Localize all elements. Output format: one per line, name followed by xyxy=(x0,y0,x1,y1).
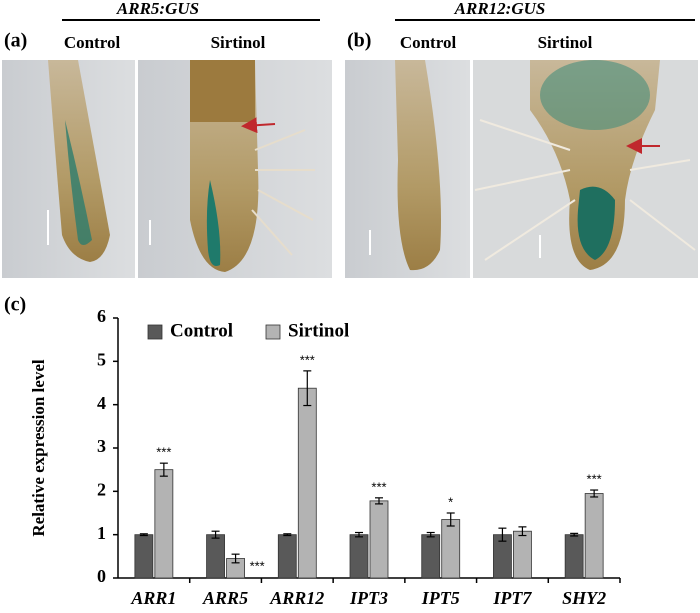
bar xyxy=(369,500,389,579)
panel-label: (b) xyxy=(347,30,371,52)
x-tick-label: ARR1 xyxy=(130,588,176,608)
bar xyxy=(134,534,154,579)
significance-label: *** xyxy=(371,479,386,494)
x-tick-label: IPT7 xyxy=(492,588,532,608)
column-label: Control xyxy=(400,33,457,52)
y-tick-label: 5 xyxy=(97,349,106,369)
y-tick-label: 2 xyxy=(97,479,106,499)
significance-label: *** xyxy=(300,352,315,367)
panel-label: (c) xyxy=(4,294,26,316)
significance-label: *** xyxy=(250,558,265,573)
y-tick-label: 6 xyxy=(97,306,106,326)
legend-label: Control xyxy=(170,320,233,341)
legend-swatch xyxy=(265,324,281,340)
bar xyxy=(154,469,174,579)
legend-label: Sirtinol xyxy=(288,320,349,341)
y-axis-label: Relative expression level xyxy=(29,359,48,536)
bar xyxy=(349,534,369,579)
bar xyxy=(421,534,441,579)
x-tick-label: IPT5 xyxy=(421,588,460,608)
panel-label: (a) xyxy=(4,30,27,52)
y-tick-label: 1 xyxy=(97,523,106,543)
bar xyxy=(297,387,317,579)
x-tick-label: IPT3 xyxy=(349,588,388,608)
micrograph xyxy=(473,60,698,278)
significance-label: *** xyxy=(156,445,171,460)
x-tick-label: SHY2 xyxy=(562,588,606,608)
significance-label: *** xyxy=(587,471,602,486)
micrograph xyxy=(345,60,470,278)
x-tick-label: ARR5 xyxy=(202,588,248,608)
y-tick-label: 3 xyxy=(97,436,106,456)
column-label: Control xyxy=(64,33,121,52)
bar xyxy=(584,493,604,579)
column-label: Sirtinol xyxy=(538,33,593,52)
bar xyxy=(441,519,461,579)
y-tick-label: 4 xyxy=(97,393,106,413)
legend-swatch xyxy=(147,324,163,340)
y-tick-label: 0 xyxy=(97,566,106,586)
bar xyxy=(564,534,584,579)
significance-label: * xyxy=(448,494,453,509)
bar xyxy=(206,534,225,579)
panel-title: ARR5:GUS xyxy=(116,0,199,18)
micrograph xyxy=(2,60,135,278)
column-label: Sirtinol xyxy=(211,33,266,52)
micrograph xyxy=(138,60,332,278)
panel-title: ARR12:GUS xyxy=(454,0,546,18)
x-tick-label: ARR12 xyxy=(269,588,324,608)
bar xyxy=(513,530,532,579)
bar xyxy=(277,534,297,579)
